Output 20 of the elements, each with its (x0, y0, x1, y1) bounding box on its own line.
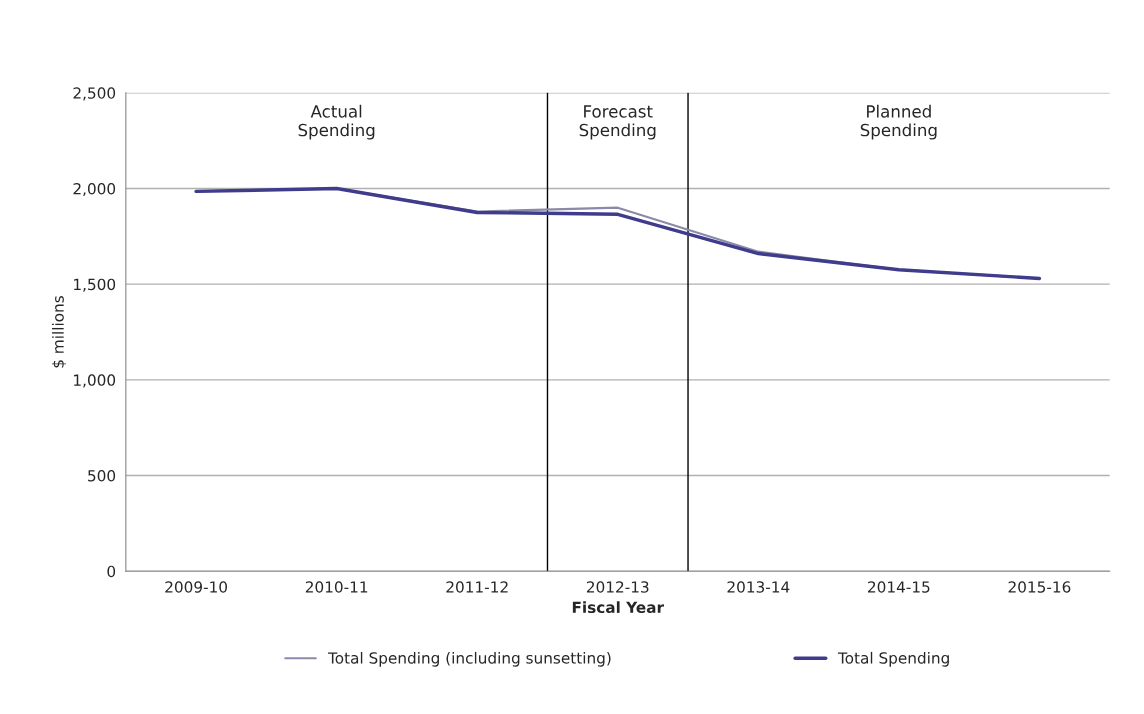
annotation: Forecast Spending (579, 105, 656, 140)
legend-label: Total Spending (837, 651, 949, 667)
y-tick-label: 0 (107, 565, 116, 578)
x-tick-label: 2014-15 (868, 581, 930, 593)
y-axis-title: $ millions (52, 296, 66, 368)
x-axis-title: Fiscal Year (572, 601, 664, 614)
x-tick-label: 2015-16 (1008, 581, 1071, 593)
y-tick-label: 1,500 (74, 278, 116, 292)
legend-label: Total Spending (including sunsetting) (327, 651, 611, 667)
x-tick-label: 2013-14 (727, 581, 790, 593)
y-tick-label: 2,500 (73, 87, 116, 101)
annotation: Actual Spending (298, 104, 375, 140)
x-tick-label: 2009-10 (165, 581, 228, 593)
x-tick-label: 2012-13 (586, 581, 649, 593)
y-tick-label: 500 (88, 469, 116, 482)
x-tick-label: 2011-12 (446, 581, 508, 593)
y-tick-label: 1,000 (74, 374, 116, 388)
annotation: Planned Spending (860, 104, 937, 140)
y-tick-label: 2,000 (73, 182, 116, 197)
x-tick-label: 2010-11 (305, 581, 368, 593)
